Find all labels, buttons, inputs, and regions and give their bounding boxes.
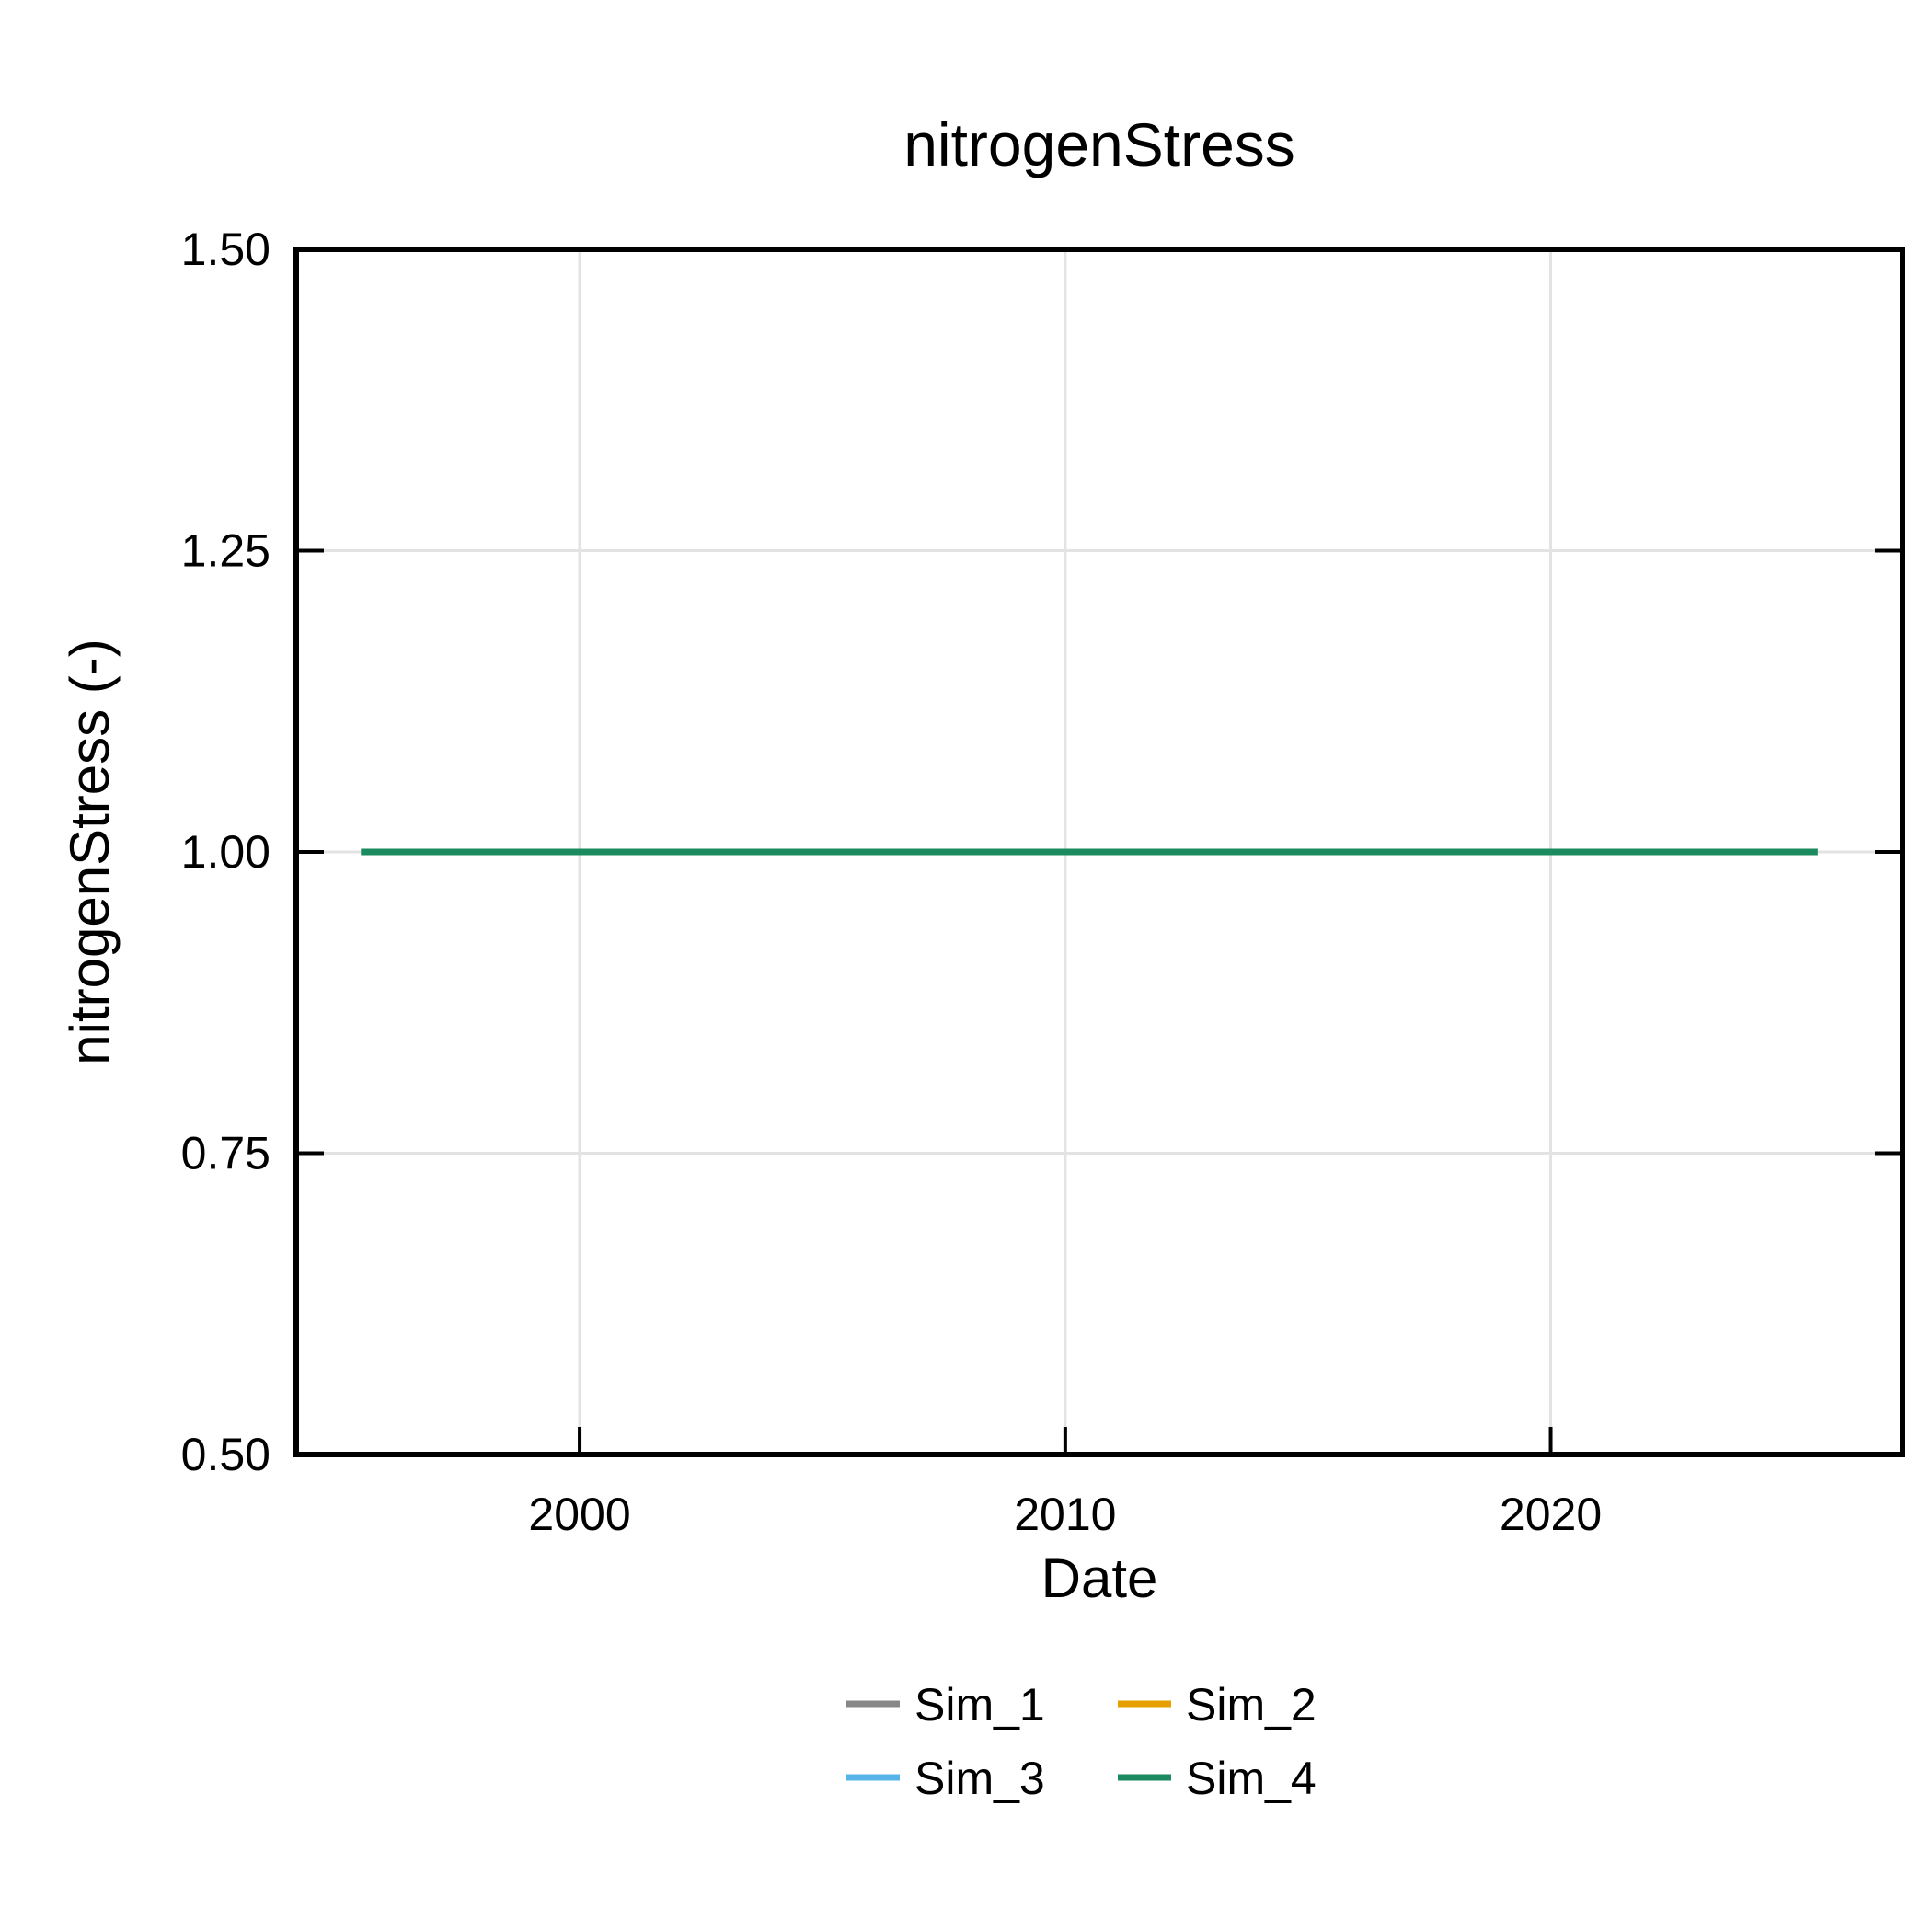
x-tick-label: 2020 — [1500, 1489, 1602, 1540]
y-tick-label: 0.75 — [181, 1128, 270, 1179]
legend-label-sim-2: Sim_2 — [1186, 1679, 1317, 1731]
y-tick-label: 1.50 — [181, 224, 270, 275]
legend: Sim_1 Sim_2 Sim_3 Sim_4 — [846, 1679, 1317, 1804]
x-tick-label: 2000 — [528, 1489, 630, 1540]
y-tick-label: 1.00 — [181, 826, 270, 878]
x-axis-label: Date — [1041, 1547, 1158, 1609]
chart-title: nitrogenStress — [903, 110, 1295, 178]
y-tick-label: 1.25 — [181, 525, 270, 577]
axis-ticks: 2000 2010 2020 0.50 0.75 1.00 1.25 1.50 — [181, 224, 1903, 1540]
legend-label-sim-4: Sim_4 — [1186, 1753, 1317, 1804]
y-axis-label: nitrogenStress (-) — [59, 638, 121, 1064]
legend-label-sim-1: Sim_1 — [914, 1679, 1045, 1731]
y-tick-label: 0.50 — [181, 1429, 270, 1480]
legend-label-sim-3: Sim_3 — [914, 1753, 1045, 1804]
x-tick-label: 2010 — [1014, 1489, 1116, 1540]
